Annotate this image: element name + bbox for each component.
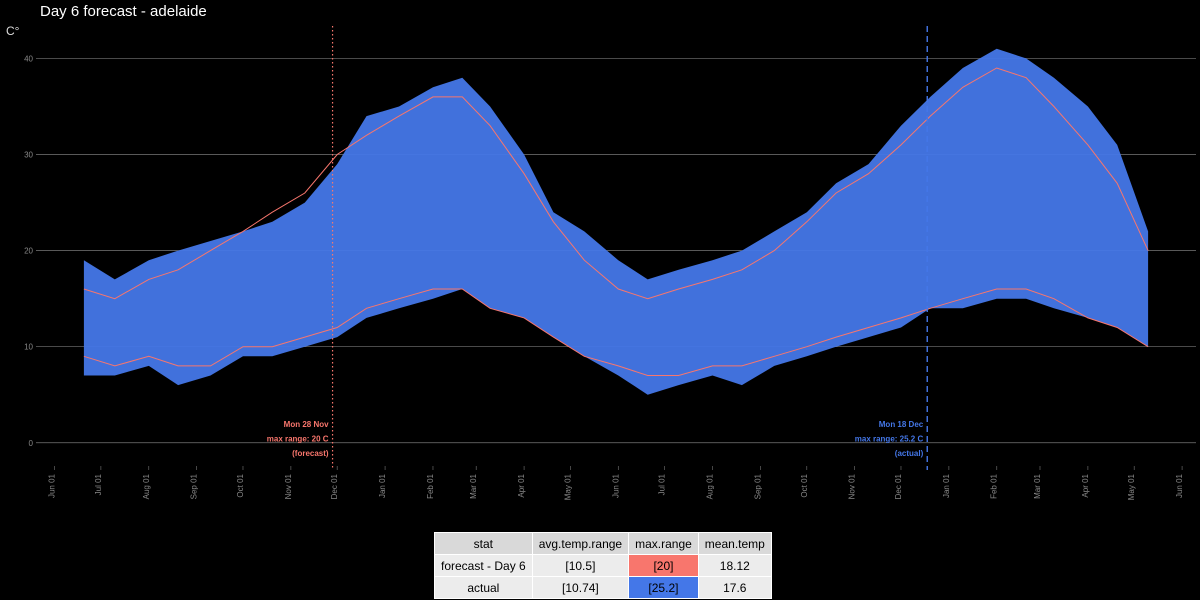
x-tick-label: Aug 01 — [706, 473, 715, 499]
x-tick-label: Dec 01 — [894, 473, 903, 499]
x-tick-label: Jul 01 — [94, 473, 103, 495]
x-tick-label: Dec 01 — [330, 473, 339, 499]
x-tick-label: Aug 01 — [142, 473, 151, 499]
forecast-annotation-label: max range: 20 C — [267, 435, 329, 444]
actual-annotation-label: Mon 18 Dec — [879, 420, 924, 429]
x-tick-label: May 01 — [1127, 473, 1136, 500]
stats-cell-avg-temp-range: [10.74] — [531, 576, 630, 599]
x-tick-label: Mar 01 — [1033, 473, 1042, 498]
forecast-annotation-label: Mon 28 Nov — [284, 420, 329, 429]
stats-cell-avg-temp-range: [10.5] — [531, 554, 630, 577]
stats-row-forecast: forecast - Day 6 [10.5] [20] 18.12 — [434, 554, 772, 577]
stats-cell-max-range: [25.2] — [628, 576, 699, 599]
x-tick-label: Jan 01 — [942, 473, 951, 498]
x-tick-label: Feb 01 — [990, 473, 999, 498]
x-tick-label: Nov 01 — [848, 473, 857, 499]
x-tick-label: Apr 01 — [1081, 473, 1090, 497]
stats-cell-mean-temp: 17.6 — [697, 576, 772, 599]
stats-row-actual: actual [10.74] [25.2] 17.6 — [434, 576, 772, 599]
stats-header-row: stat avg.temp.range max.range mean.temp — [434, 532, 772, 555]
stats-table: stat avg.temp.range max.range mean.temp … — [434, 532, 772, 599]
y-tick-label: 10 — [24, 343, 33, 352]
x-tick-label: Oct 01 — [236, 473, 245, 497]
y-tick-label: 0 — [29, 439, 34, 448]
stats-cell-stat: forecast - Day 6 — [434, 554, 533, 577]
stats-header-max-range: max.range — [628, 532, 699, 555]
x-tick-label: Jul 01 — [658, 473, 667, 495]
actual-temp-range-band — [83, 48, 1149, 395]
stats-header-mean-temp: mean.temp — [697, 532, 772, 555]
stats-header-avg-temp-range: avg.temp.range — [531, 532, 630, 555]
y-tick-label: 30 — [24, 151, 33, 160]
x-tick-label: Sep 01 — [753, 473, 762, 499]
x-tick-label: Apr 01 — [517, 473, 526, 497]
stats-cell-mean-temp: 18.12 — [697, 554, 772, 577]
x-tick-label: Jun 01 — [611, 473, 620, 498]
y-axis-unit-label: C° — [6, 24, 20, 38]
y-tick-label: 20 — [24, 247, 33, 256]
stats-header-stat: stat — [434, 532, 533, 555]
x-tick-label: Oct 01 — [800, 473, 809, 497]
x-tick-label: Mar 01 — [469, 473, 478, 498]
actual-annotation-label: max range: 25.2 C — [855, 435, 924, 444]
y-tick-label: 40 — [24, 54, 33, 63]
x-tick-label: Sep 01 — [190, 473, 199, 499]
x-tick-label: Jun 01 — [48, 473, 57, 498]
forecast-max-line — [83, 67, 1149, 300]
forecast-annotation-label: (forecast) — [292, 449, 329, 458]
x-tick-label: May 01 — [563, 473, 572, 500]
stats-cell-stat: actual — [434, 576, 533, 599]
stats-cell-max-range: [20] — [628, 554, 699, 577]
x-tick-label: Jan 01 — [378, 473, 387, 498]
chart-title: Day 6 forecast - adelaide — [40, 3, 207, 20]
forecast-min-line — [83, 288, 1149, 376]
x-tick-label: Feb 01 — [426, 473, 435, 498]
actual-annotation-label: (actual) — [895, 449, 924, 458]
x-tick-label: Nov 01 — [284, 473, 293, 499]
x-tick-label: Jun 01 — [1175, 473, 1184, 498]
